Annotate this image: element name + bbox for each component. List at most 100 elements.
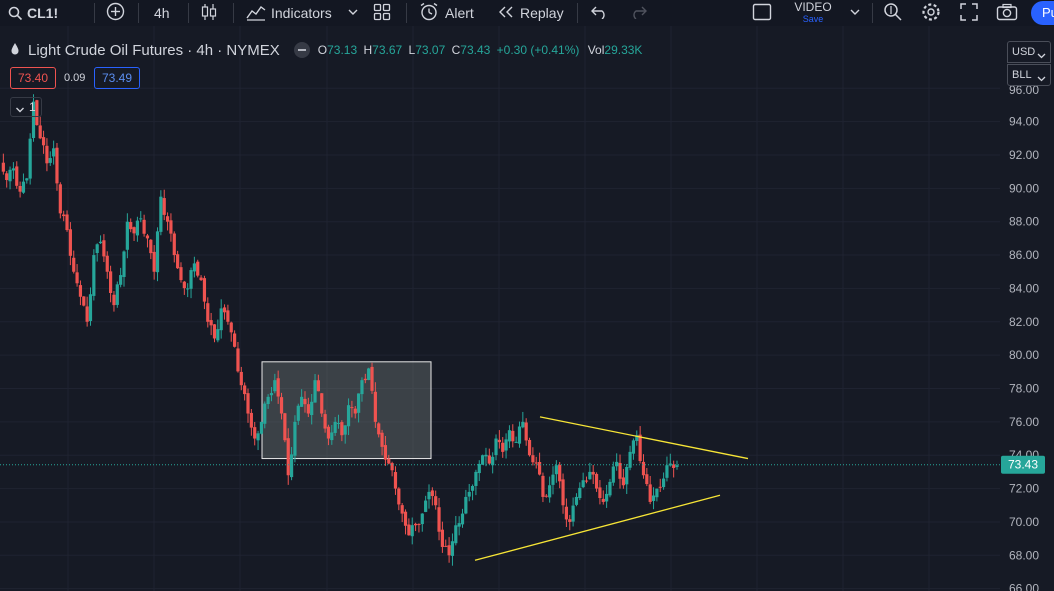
candle-body — [548, 485, 552, 498]
candle-body — [370, 366, 374, 391]
candle-body — [249, 412, 253, 428]
replay-button[interactable]: Replay — [497, 0, 564, 26]
price-axis[interactable]: 96.00 94.00 92.00 90.00 88.00 86.00 84.0… — [1001, 83, 1045, 591]
candle-body — [202, 278, 207, 302]
candle-body — [420, 513, 424, 525]
candle-body — [289, 454, 294, 478]
consolidation-zone[interactable] — [261, 361, 432, 460]
candle-body — [638, 434, 642, 461]
divider — [872, 3, 873, 23]
candle-body — [45, 145, 49, 164]
candle-body — [229, 322, 233, 333]
candle-body — [122, 251, 126, 277]
candle-body — [578, 487, 582, 499]
currency-label: USD — [1012, 46, 1036, 58]
minus-icon — [297, 49, 306, 51]
consolidation-rectangle[interactable] — [261, 361, 432, 460]
trendline-upper[interactable] — [539, 416, 749, 460]
candle-body — [383, 445, 388, 460]
snapshot-button[interactable] — [996, 0, 1018, 26]
candle-body — [357, 393, 361, 413]
buy-price-button[interactable]: 73.49 — [94, 67, 141, 89]
candle-body — [256, 433, 260, 441]
expand-icon — [959, 2, 979, 25]
currency-selector[interactable]: USD — [1007, 41, 1051, 63]
candle-body — [400, 505, 404, 514]
candle-body — [38, 125, 42, 139]
square-icon — [752, 3, 772, 24]
fullscreen-button[interactable] — [959, 0, 979, 26]
candle-body — [296, 405, 300, 421]
candle-body — [286, 438, 290, 476]
undo-icon — [591, 5, 609, 22]
fullscreen-layout-button[interactable] — [752, 0, 772, 26]
chart-type-button[interactable] — [200, 0, 218, 26]
candle-body — [326, 426, 331, 439]
divider — [94, 3, 95, 23]
candle-body — [333, 421, 337, 433]
high-value: 73.67 — [372, 43, 403, 57]
candle-body — [98, 241, 103, 244]
candle-body — [95, 244, 99, 254]
compare-button[interactable] — [106, 0, 125, 26]
indicators-button[interactable]: Indicators — [246, 0, 332, 26]
search-icon — [8, 6, 23, 21]
candle-body — [514, 441, 518, 443]
price-tick: 82.00 — [1009, 315, 1039, 329]
candle-body — [618, 462, 622, 479]
interval-button[interactable]: 4h — [154, 5, 170, 21]
current-price-label-bg — [1001, 455, 1045, 474]
candle-body — [112, 294, 116, 306]
candle-body — [564, 506, 569, 520]
open-label: O — [317, 43, 328, 57]
candle-body — [675, 465, 679, 467]
candle-body — [216, 329, 220, 341]
candle-body — [635, 435, 639, 441]
candle-body — [115, 284, 119, 305]
candle-body — [651, 495, 656, 501]
sell-price-button[interactable]: 73.40 — [10, 67, 57, 89]
price-tick: 90.00 — [1009, 181, 1039, 195]
quick-search-button[interactable] — [883, 0, 903, 26]
candle-body — [631, 440, 636, 454]
unit-selector[interactable]: BLL — [1007, 64, 1051, 86]
indicators-dropdown[interactable] — [347, 0, 359, 26]
price-chart[interactable]: 96.00 94.00 92.00 90.00 88.00 86.00 84.0… — [0, 26, 1054, 591]
candle-body — [75, 272, 79, 284]
alert-button[interactable]: Alert — [419, 0, 474, 26]
candle-body — [353, 408, 357, 414]
candle-body — [403, 511, 408, 526]
price-tick: 68.00 — [1009, 548, 1039, 562]
layouts-button[interactable] — [373, 0, 391, 26]
redo-button[interactable] — [629, 0, 647, 26]
settings-button[interactable] — [921, 0, 941, 26]
candle-body — [387, 458, 391, 464]
video-save-button[interactable]: VIDEO Save — [791, 0, 835, 26]
candle-body — [28, 138, 32, 179]
candle-body — [323, 414, 327, 429]
candle-body — [658, 486, 662, 488]
candle-body — [68, 229, 72, 256]
symbol-search[interactable]: CL1! — [8, 0, 58, 26]
price-tick: 72.00 — [1009, 482, 1039, 496]
candle-body — [206, 303, 210, 322]
symbol-title[interactable]: Light Crude Oil Futures · 4h · NYMEX — [28, 41, 280, 59]
indicators-collapse-button[interactable]: 1 — [10, 97, 42, 117]
candle-body — [621, 477, 625, 486]
chart-legend: Light Crude Oil Futures · 4h · NYMEX O 73… — [10, 38, 642, 62]
trendlines[interactable] — [474, 416, 749, 561]
undo-button[interactable] — [591, 0, 609, 26]
chevron-down-icon — [347, 5, 359, 21]
candle-body — [568, 519, 572, 522]
candle-body — [78, 285, 83, 297]
trendline-lower[interactable] — [474, 494, 721, 561]
candle-body — [300, 396, 304, 407]
alarm-clock-icon — [419, 2, 439, 24]
hide-legend-button[interactable] — [293, 42, 310, 58]
candle-body — [179, 267, 183, 281]
video-dropdown[interactable] — [849, 0, 861, 26]
candle-body — [132, 227, 136, 234]
candle-body — [145, 235, 150, 239]
publish-button[interactable]: Pu — [1031, 1, 1054, 25]
candles — [1, 94, 679, 566]
